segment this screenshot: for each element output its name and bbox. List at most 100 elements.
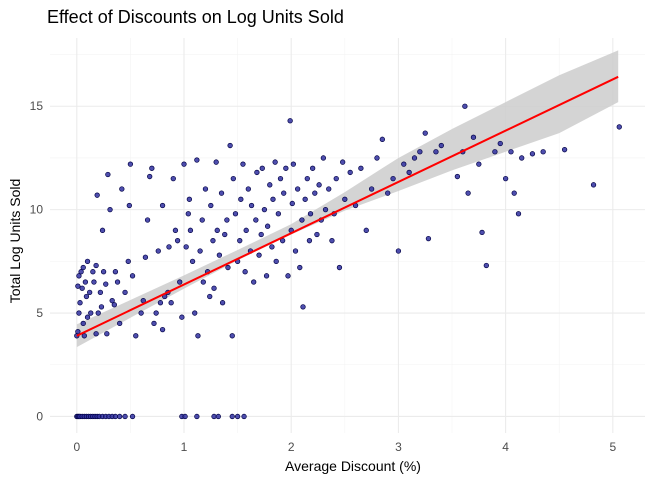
data-point [222, 231, 228, 238]
data-point [168, 300, 174, 306]
data-point [80, 264, 86, 271]
data-point [194, 413, 200, 420]
y-tick-label: 0 [36, 409, 43, 423]
data-point [590, 182, 597, 188]
data-point [76, 273, 82, 279]
confidence-band [76, 50, 619, 348]
data-point [616, 124, 622, 130]
data-point [104, 331, 110, 337]
data-point [272, 159, 278, 165]
data-point [561, 147, 568, 153]
data-point [379, 136, 385, 142]
data-point [157, 300, 164, 306]
data-point [270, 196, 276, 202]
data-point [187, 227, 194, 233]
data-point [129, 413, 136, 420]
data-point [240, 161, 246, 167]
data-point [98, 304, 105, 310]
data-point [292, 248, 299, 254]
data-point [207, 293, 213, 300]
data-point [90, 269, 96, 275]
data-point [515, 211, 522, 217]
data-point [320, 155, 327, 161]
regression-line [76, 75, 619, 337]
confidence-band-area [76, 50, 619, 348]
data-point [333, 175, 339, 182]
data-point [211, 285, 217, 291]
data-point [329, 238, 335, 244]
data-point [283, 165, 289, 171]
x-tick-label: 4 [502, 440, 509, 454]
data-point [127, 161, 134, 167]
data-point [78, 269, 84, 275]
data-point [199, 217, 205, 223]
data-point [253, 217, 259, 223]
data-point [243, 227, 249, 233]
data-point [186, 196, 193, 202]
y-axis-ticks: 0 5 10 15 [30, 99, 44, 423]
data-point [422, 130, 428, 136]
data-point [275, 211, 282, 217]
data-point [322, 206, 329, 213]
data-point [144, 217, 151, 223]
data-point [170, 175, 176, 182]
data-point [211, 413, 217, 420]
data-point [479, 229, 485, 236]
data-point [287, 118, 293, 124]
x-tick-label: 0 [73, 440, 80, 454]
data-point [312, 190, 318, 196]
data-point [109, 297, 115, 304]
data-point [336, 264, 343, 271]
data-point [232, 211, 239, 217]
data-point [229, 413, 235, 420]
data-point [281, 190, 287, 196]
data-point [97, 289, 104, 296]
data-point [87, 289, 93, 296]
fit-line [76, 75, 619, 337]
x-tick-label: 5 [609, 440, 616, 454]
data-point [75, 329, 81, 335]
data-point [208, 202, 214, 209]
data-point [112, 269, 119, 275]
data-point [174, 238, 181, 244]
data-point [142, 254, 149, 260]
data-point [179, 314, 185, 320]
data-point [230, 175, 236, 182]
data-point [300, 304, 306, 310]
data-point [225, 264, 231, 271]
data-point [307, 211, 314, 217]
data-point [483, 262, 489, 269]
data-point [200, 279, 206, 285]
data-point [462, 103, 468, 109]
data-point [406, 169, 412, 176]
data-point [103, 281, 109, 287]
data-point [93, 331, 99, 337]
data-point [363, 227, 369, 233]
data-point [304, 175, 310, 182]
data-point [290, 161, 297, 167]
data-point [289, 200, 295, 207]
data-point [269, 244, 275, 250]
data-point [88, 310, 94, 316]
data-point [256, 252, 262, 258]
data-point [133, 333, 139, 339]
data-point [425, 235, 432, 242]
data-point [197, 248, 203, 254]
data-point [95, 310, 101, 316]
data-point [234, 413, 241, 420]
data-point [502, 175, 509, 182]
data-point [182, 413, 188, 420]
data-point [172, 227, 179, 233]
data-point [254, 169, 260, 176]
x-axis-title: Average Discount (%) [285, 458, 421, 474]
data-point [153, 310, 159, 316]
data-point [519, 155, 525, 161]
data-point [194, 157, 200, 163]
data-point [93, 262, 99, 269]
data-point [138, 310, 144, 316]
data-point [342, 196, 348, 202]
data-point [202, 186, 209, 192]
data-point [126, 202, 132, 209]
data-point [122, 289, 128, 296]
data-point [299, 217, 305, 223]
